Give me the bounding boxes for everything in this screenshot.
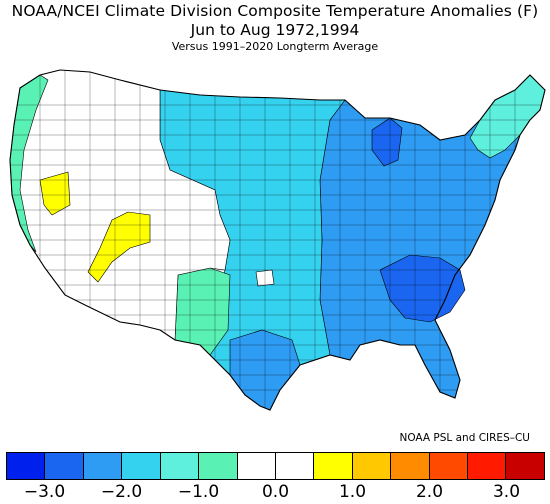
legend-swatch-1 <box>45 453 84 479</box>
legend-swatch-9 <box>352 453 392 479</box>
legend-tick-label: −1.0 <box>177 482 220 502</box>
legend-tick-label: 3.0 <box>492 482 521 502</box>
region-southeast-deep-blue <box>379 254 466 323</box>
color-scale-ticks: −3.0 −2.0 −1.0 0.0 1.0 2.0 3.0 <box>6 482 545 504</box>
figure-baseline: Versus 1991–2020 Longterm Average <box>171 40 379 53</box>
legend-swatch-0 <box>7 453 46 479</box>
legend-swatch-2 <box>83 453 123 479</box>
legend-tick-label: 0.0 <box>261 482 290 502</box>
legend-tick-label: 2.0 <box>415 482 444 502</box>
legend-swatch-4 <box>160 453 200 479</box>
legend-swatch-5 <box>199 453 238 479</box>
legend-swatch-10 <box>391 453 430 479</box>
legend-swatch-6 <box>237 453 276 479</box>
us-climate-division-map <box>9 69 546 411</box>
figure-title: NOAA/NCEI Climate Division Composite Tem… <box>11 2 539 20</box>
legend-tick-label: 1.0 <box>338 482 367 502</box>
legend-swatch-3 <box>122 453 161 479</box>
credit-text: NOAA PSL and CIRES–CU <box>399 432 531 444</box>
color-scale-bar <box>6 452 545 480</box>
legend-tick-label: −2.0 <box>100 482 143 502</box>
legend-swatch-8 <box>314 453 353 479</box>
legend-swatch-7 <box>275 453 315 479</box>
figure-period: Jun to Aug 1972,1994 <box>190 21 360 39</box>
us-outline <box>9 69 546 411</box>
legend-swatch-13 <box>506 453 544 479</box>
legend-tick-label: −3.0 <box>23 482 66 502</box>
legend-swatch-11 <box>429 453 469 479</box>
division-grid <box>10 70 545 410</box>
legend-swatch-12 <box>468 453 507 479</box>
